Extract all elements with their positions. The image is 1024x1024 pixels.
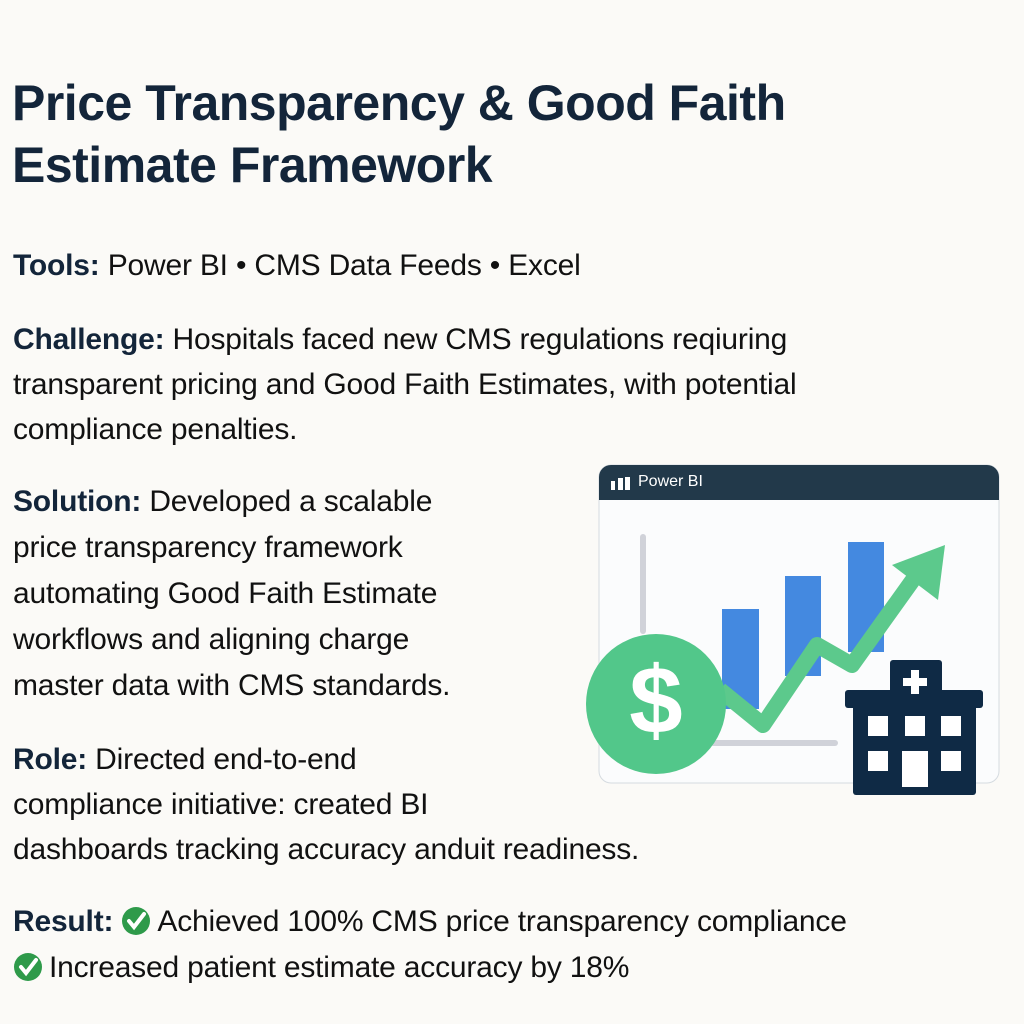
power-bi-illustration: $ Power BI [580, 450, 1024, 810]
solution-text: master data with CMS standards. [13, 669, 451, 702]
result-item: Achieved 100% CMS price transparency com… [157, 905, 847, 938]
result-line: Result: Achieved 100% CMS price transpar… [13, 904, 847, 940]
title-line: Estimate Framework [12, 137, 493, 193]
check-circle-icon [14, 953, 42, 981]
challenge-text: transparent pricing and Good Faith Estim… [13, 368, 797, 401]
solution-text: automating Good Faith Estimate [13, 577, 438, 610]
x-axis [710, 740, 838, 746]
tools-label: Tools: [13, 249, 100, 282]
window-header [599, 465, 999, 500]
result-item: Increased patient estimate accuracy by 1… [49, 951, 630, 984]
challenge-text: compliance penalties. [13, 413, 298, 446]
solution-text: price transparency framework [13, 531, 403, 564]
svg-text:$: $ [629, 647, 682, 754]
challenge-label: Challenge: [13, 323, 165, 356]
solution-text: workflows and aligning charge [13, 623, 410, 656]
dollar-icon [586, 634, 726, 774]
result-line: Increased patient estimate accuracy by 1… [13, 950, 629, 986]
tools-text: Power BI • CMS Data Feeds • Excel [107, 249, 581, 282]
arrow-head [892, 545, 945, 600]
challenge-line: Challenge: Hospitals faced new CMS regul… [13, 322, 787, 358]
solution-text: Developed a scalable [149, 485, 433, 518]
window-title: Power BI [638, 473, 703, 490]
result-label: Result: [13, 905, 114, 938]
check-circle-icon [122, 907, 151, 935]
role-text: dashboards tracking accuracy anduit read… [13, 833, 640, 866]
title-line: Price Transparency & Good Faith [12, 75, 786, 131]
bar-chart-icon [611, 477, 630, 490]
trend-arrow [714, 565, 927, 733]
role-label: Role: [13, 743, 88, 776]
solution-label: Solution: [13, 485, 142, 518]
role-line: Role: Directed end-to-end [13, 742, 357, 778]
y-axis [640, 534, 646, 634]
challenge-text: Hospitals faced new CMS regulations reqi… [172, 323, 788, 356]
role-text: Directed end-to-end [95, 743, 357, 776]
page-title: Price Transparency & Good Faith Estimate… [12, 72, 786, 196]
solution-line: Solution: Developed a scalable [13, 484, 432, 520]
tools-line: Tools: Power BI • CMS Data Feeds • Excel [13, 248, 581, 284]
role-text: compliance initiative: created BI [13, 788, 429, 821]
